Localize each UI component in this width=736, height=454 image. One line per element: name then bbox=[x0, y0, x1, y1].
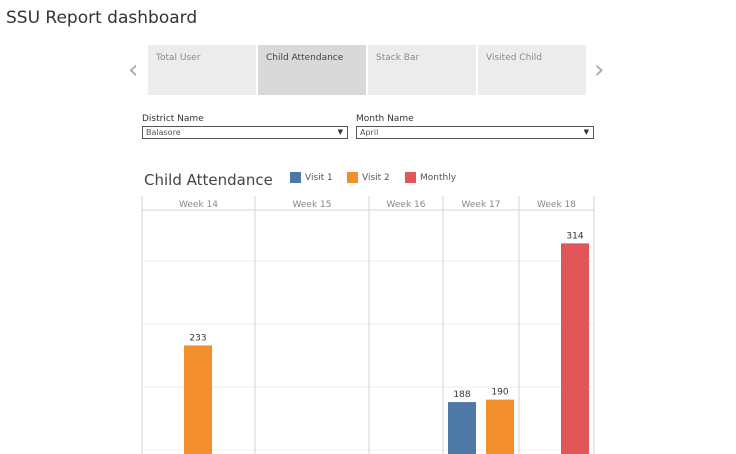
legend-swatch bbox=[347, 172, 358, 183]
bar-label: 233 bbox=[189, 333, 206, 343]
prev-arrow-icon[interactable]: ‹ bbox=[128, 55, 139, 85]
week-header: Week 16 bbox=[387, 200, 426, 210]
bar-label: 188 bbox=[453, 390, 470, 400]
next-arrow-icon[interactable]: › bbox=[594, 55, 605, 85]
legend-swatch bbox=[405, 172, 416, 183]
month-value: April bbox=[360, 128, 379, 137]
bar-label: 190 bbox=[491, 388, 508, 398]
caret-down-icon: ▼ bbox=[583, 128, 589, 136]
tab-total-user[interactable]: Total User bbox=[148, 45, 256, 95]
district-select[interactable]: Balasore ▼ bbox=[142, 126, 348, 139]
bar-label: 314 bbox=[566, 231, 583, 241]
bar bbox=[561, 243, 589, 454]
page-title: SSU Report dashboard bbox=[6, 8, 198, 28]
bar bbox=[486, 399, 514, 454]
week-header: Week 14 bbox=[179, 200, 218, 210]
week-header: Week 18 bbox=[537, 200, 576, 210]
tab-visited-child[interactable]: Visited Child bbox=[478, 45, 586, 95]
tab-stack-bar[interactable]: Stack Bar bbox=[368, 45, 476, 95]
tab-child-attendance[interactable]: Child Attendance bbox=[258, 45, 366, 95]
bar bbox=[184, 345, 212, 454]
legend-visit-1: Visit 1 bbox=[290, 172, 333, 183]
caret-down-icon: ▼ bbox=[337, 128, 343, 136]
chart-title: Child Attendance bbox=[144, 171, 273, 189]
month-label: Month Name bbox=[356, 114, 414, 124]
month-select[interactable]: April ▼ bbox=[356, 126, 594, 139]
district-label: District Name bbox=[142, 114, 204, 124]
district-value: Balasore bbox=[146, 128, 181, 137]
week-header: Week 17 bbox=[462, 200, 501, 210]
week-header: Week 15 bbox=[293, 200, 332, 210]
legend-visit-2: Visit 2 bbox=[347, 172, 390, 183]
legend-swatch bbox=[290, 172, 301, 183]
bar bbox=[448, 402, 476, 454]
legend-monthly: Monthly bbox=[405, 172, 456, 183]
